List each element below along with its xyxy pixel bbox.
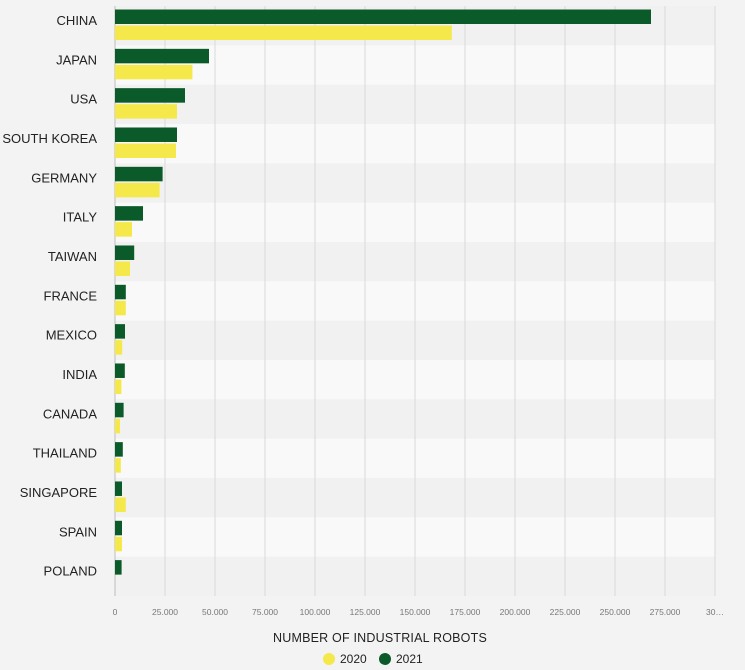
bar-2021 [115, 324, 125, 339]
category-label: CHINA [57, 13, 98, 28]
legend-label-2020: 2020 [340, 652, 367, 666]
category-label: GERMANY [31, 170, 97, 185]
bar-2021 [115, 363, 125, 378]
category-label: THAILAND [33, 446, 97, 461]
x-tick-label: 200.000 [500, 607, 531, 617]
bar-2020 [115, 536, 122, 552]
x-tick-label: 75.000 [252, 607, 278, 617]
bar-2020 [115, 458, 121, 473]
category-label: SPAIN [59, 524, 97, 539]
bar-2020 [115, 104, 177, 119]
bar-2020 [115, 64, 193, 80]
x-tick-label: 100.000 [300, 607, 331, 617]
bar-2021 [115, 88, 185, 103]
bar-2021 [115, 481, 122, 496]
category-label: USA [70, 92, 97, 107]
category-label: FRANCE [44, 288, 98, 303]
x-tick-label: 0 [113, 607, 118, 617]
category-label: TAIWAN [48, 249, 97, 264]
x-tick-label: 275.000 [650, 607, 681, 617]
bar-2020 [115, 182, 160, 198]
bar-2020 [115, 418, 120, 434]
category-label: CANADA [43, 406, 98, 421]
category-label: SINGAPORE [20, 485, 98, 500]
x-tick-label: 125.000 [350, 607, 381, 617]
bar-2020 [115, 497, 126, 512]
bar-2021 [115, 48, 209, 64]
legend-swatch-2020 [323, 652, 335, 665]
legend-swatch-2021 [379, 652, 391, 665]
category-label: SOUTH KOREA [2, 131, 97, 146]
x-tick-label: 25.000 [152, 607, 178, 617]
category-label: ITALY [63, 210, 98, 225]
x-tick-label: 50.000 [202, 607, 228, 617]
bar-2021 [115, 127, 177, 142]
bar-2020 [115, 261, 130, 276]
x-axis-title: NUMBER OF INDUSTRIAL ROBOTS [273, 631, 487, 645]
category-label: MEXICO [46, 328, 97, 343]
bar-2020 [115, 379, 122, 394]
bar-2021 [115, 166, 163, 182]
bar-2020 [115, 300, 126, 316]
bar-2021 [115, 245, 135, 260]
bar-2021 [115, 9, 651, 24]
x-tick-label: 225.000 [550, 607, 581, 617]
legend-label-2021: 2021 [396, 652, 423, 666]
bar-2021 [115, 560, 122, 575]
x-tick-label: 150.000 [400, 607, 431, 617]
bar-2021 [115, 402, 124, 418]
category-label: INDIA [62, 367, 97, 382]
bar-2021 [115, 520, 122, 536]
bar-2021 [115, 206, 143, 221]
x-tick-label: 30… [706, 607, 724, 617]
bar-2020 [115, 222, 132, 237]
category-label: POLAND [44, 564, 97, 579]
bar-2021 [115, 442, 123, 457]
bar-2020 [115, 340, 123, 355]
x-tick-label: 250.000 [600, 607, 631, 617]
category-label: JAPAN [56, 52, 97, 67]
bar-2021 [115, 284, 126, 300]
bar-2020 [115, 143, 176, 158]
bar-2020 [115, 25, 452, 40]
x-tick-label: 175.000 [450, 607, 481, 617]
